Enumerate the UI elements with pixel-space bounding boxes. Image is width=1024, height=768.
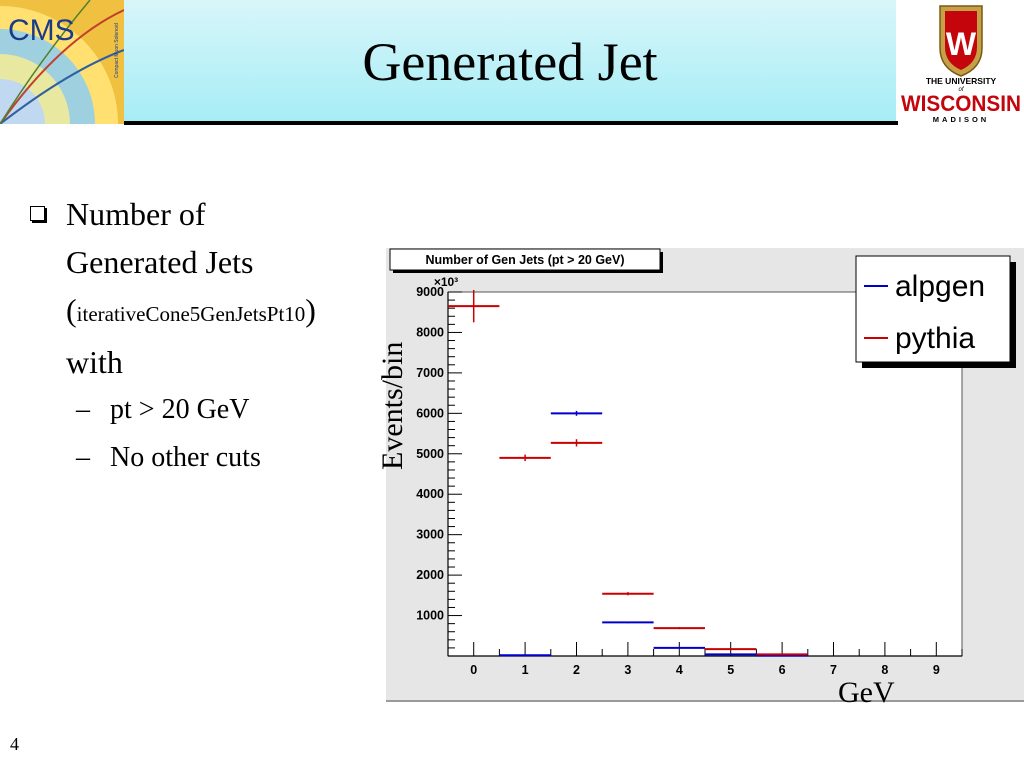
uw-logo: W THE UNIVERSITY of WISCONSIN MADISON xyxy=(898,0,1024,126)
uw-line3: WISCONSIN xyxy=(901,91,1021,116)
sub-bullet: – pt > 20 GeV xyxy=(30,386,380,434)
x-tick-label: 9 xyxy=(933,663,940,677)
slide-header: Generated Jet CMS Compact Muon Solenoid … xyxy=(0,0,1024,126)
dash-icon: – xyxy=(76,442,90,473)
page-number: 4 xyxy=(10,734,19,754)
title-box xyxy=(389,248,661,271)
y-axis-multiplier: ×10³ xyxy=(434,275,458,289)
bullet-main: Number of Generated Jets (iterativeCone5… xyxy=(30,190,380,386)
y-tick-label: 2000 xyxy=(416,568,444,582)
x-tick-label: 6 xyxy=(779,663,786,677)
bullet-main-line4: with xyxy=(66,344,123,380)
sub-bullet-text: pt > 20 GeV xyxy=(110,394,250,425)
x-tick-label: 4 xyxy=(676,663,683,677)
sub-bullet-text: No other cuts xyxy=(110,442,261,473)
bullet-main-collection: iterativeCone5GenJetsPt10 xyxy=(76,302,306,326)
uw-shield-letter: W xyxy=(946,26,977,62)
legend-box xyxy=(855,255,1011,363)
x-tick-label: 0 xyxy=(470,663,477,677)
bullet-main-paren-open: ( xyxy=(66,292,77,328)
y-tick-label: 4000 xyxy=(416,487,444,501)
plot-canvas: 1000 2000 3000 4000 5000 6000 7000 8000 9000 ×10³… xyxy=(386,248,1024,702)
bullet-box-icon xyxy=(30,206,45,221)
bullet-main-line1: Number of xyxy=(66,196,206,232)
cms-logo-text: CMS xyxy=(8,14,75,47)
uw-line2: of xyxy=(958,87,964,93)
bullet-list: Number of Generated Jets (iterativeCone5… xyxy=(30,190,380,482)
uw-line1: THE UNIVERSITY xyxy=(926,76,997,86)
chart-title: Number of Gen Jets (pt > 20 GeV) xyxy=(425,253,624,267)
x-tick-label: 7 xyxy=(830,663,837,677)
jet-count-plot: 1000 2000 3000 4000 5000 6000 7000 8000 9000×10³… xyxy=(386,248,1024,702)
x-tick-label: 3 xyxy=(624,663,631,677)
legend-label-pythia: pythia xyxy=(895,322,975,355)
y-tick-label: 6000 xyxy=(416,406,444,420)
y-tick-label: 8000 xyxy=(416,325,444,339)
cms-logo: CMS Compact Muon Solenoid xyxy=(0,0,124,124)
cms-logo-small-text: Compact Muon Solenoid xyxy=(114,23,120,78)
y-axis-label: Events/bin xyxy=(376,341,409,470)
x-tick-label: 2 xyxy=(573,663,580,677)
header-band xyxy=(124,0,896,122)
header-rule xyxy=(124,121,898,125)
x-tick-label: 1 xyxy=(522,663,529,677)
x-tick-label: 8 xyxy=(881,663,888,677)
y-tick-label: 5000 xyxy=(416,447,444,461)
bullet-main-line2: Generated Jets xyxy=(66,244,254,280)
slide-title: Generated Jet xyxy=(362,32,658,92)
y-tick-label: 9000 xyxy=(416,285,444,299)
uw-line4: MADISON xyxy=(933,115,989,124)
bullet-main-paren-close: ) xyxy=(305,292,316,328)
y-tick-label: 7000 xyxy=(416,366,444,380)
y-tick-label: 1000 xyxy=(416,609,444,623)
x-axis-label: GeV xyxy=(838,676,895,709)
y-tick-label: 3000 xyxy=(416,528,444,542)
legend-label-alpgen: alpgen xyxy=(895,270,985,303)
sub-bullet: – No other cuts xyxy=(30,434,380,482)
dash-icon: – xyxy=(76,394,90,425)
x-tick-label: 5 xyxy=(727,663,734,677)
